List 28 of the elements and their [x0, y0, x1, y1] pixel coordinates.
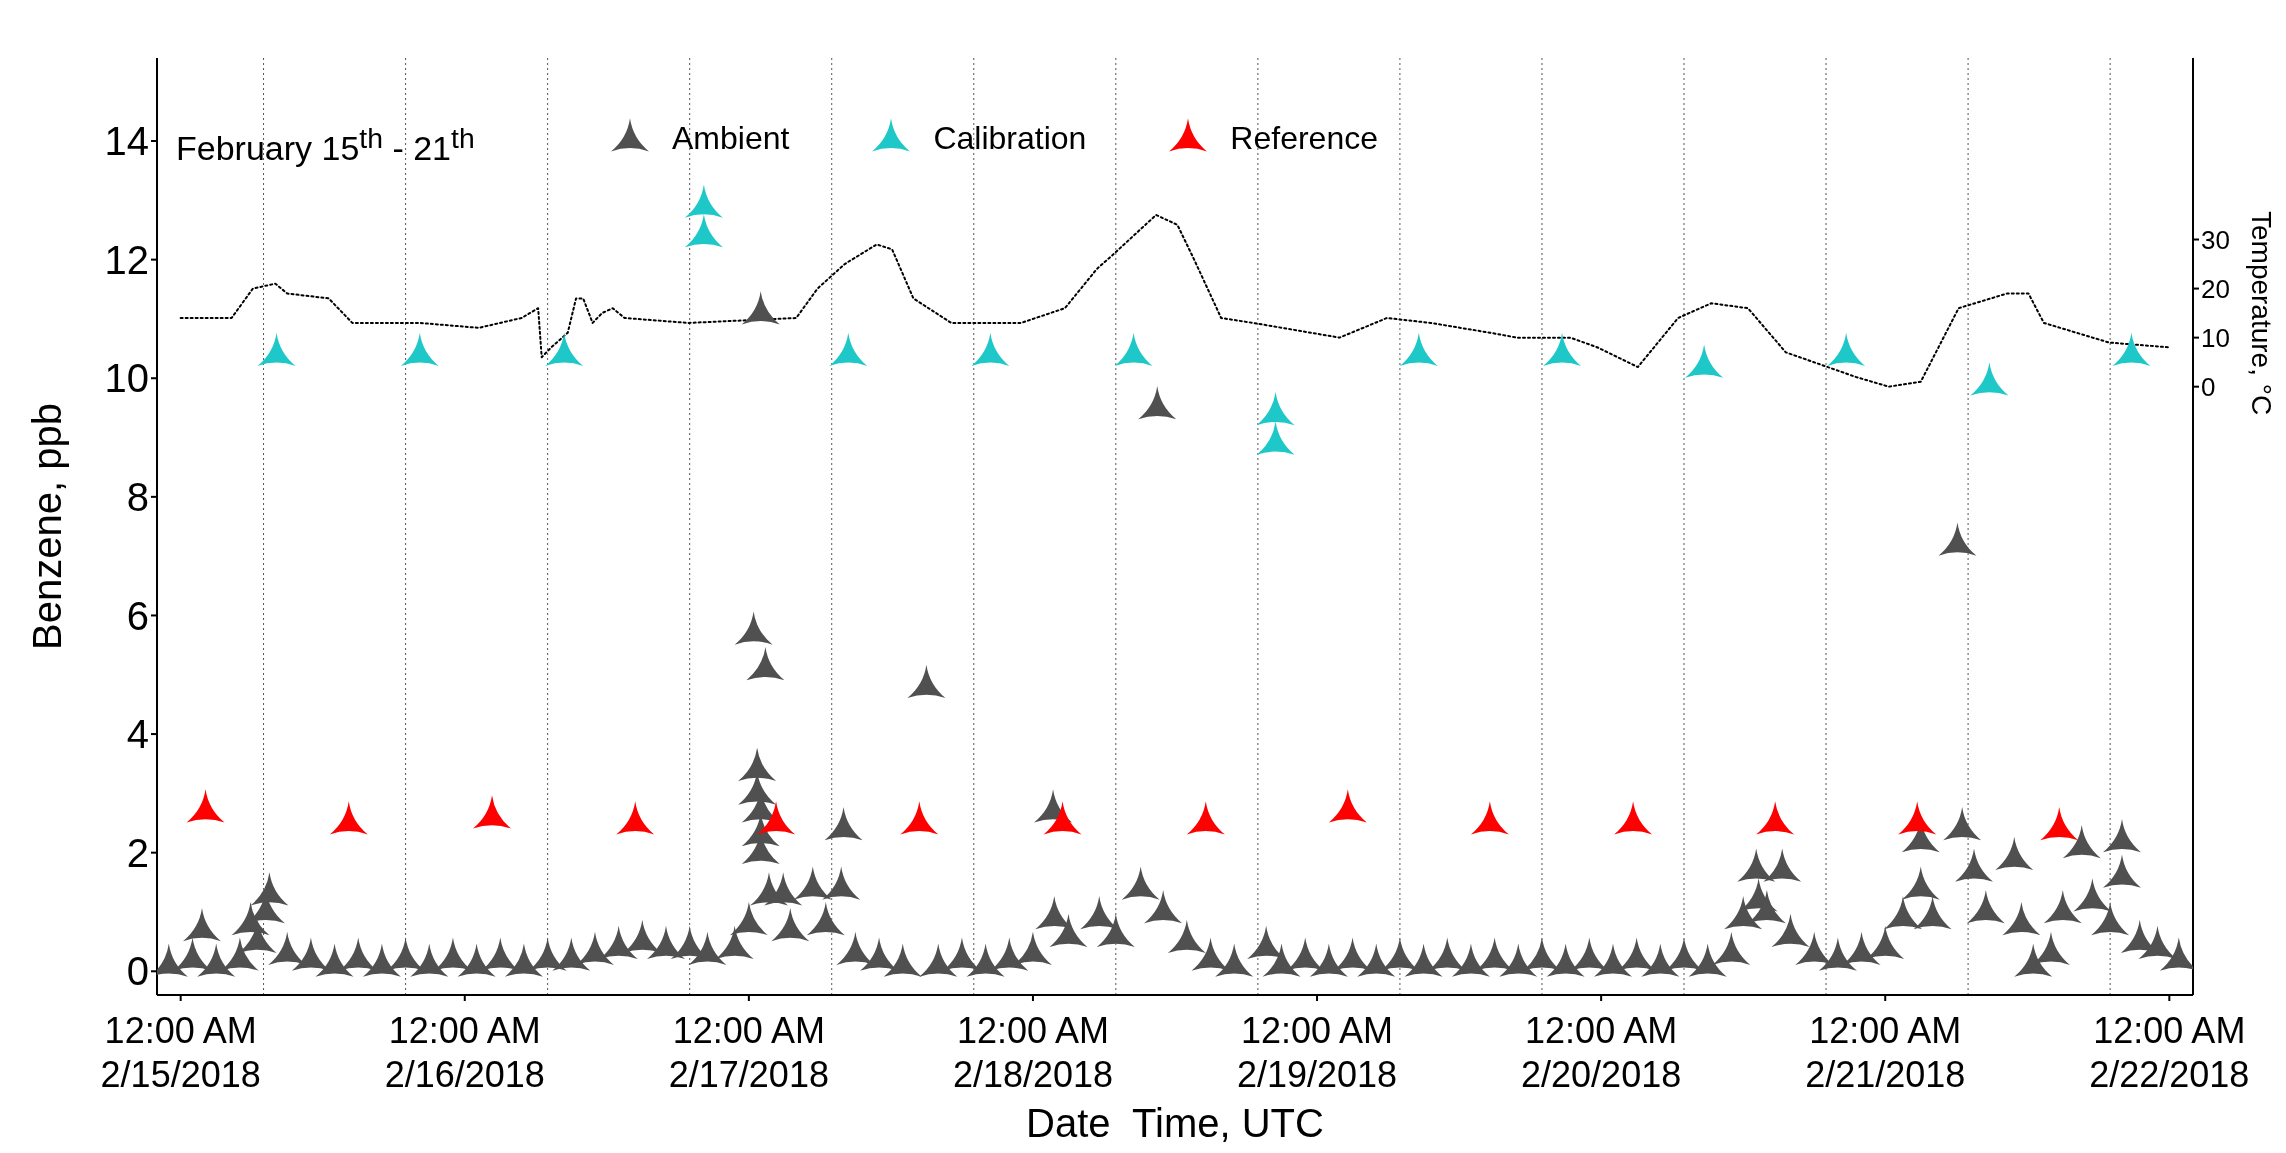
- y-axis-title: Benzene, ppb: [25, 403, 70, 650]
- x-axis-title: Date Time, UTC: [1026, 1101, 1324, 1145]
- y-tick-label: 6: [126, 593, 149, 638]
- legend-label: Ambient: [672, 119, 790, 158]
- x-tick-label: 12:00 AM 2/15/2018: [100, 1010, 261, 1095]
- x-tick-label: 12:00 AM 2/18/2018: [952, 1010, 1114, 1095]
- legend-label: Reference: [1230, 119, 1378, 158]
- y2-tick-label: 10: [2201, 322, 2230, 353]
- x-tick-label: 12:00 AM 2/21/2018: [1805, 1010, 1966, 1095]
- y2-axis-title: Temperature, °C: [2246, 211, 2277, 416]
- y-tick-label: 10: [104, 356, 149, 401]
- y2-tick-label: 30: [2201, 224, 2230, 255]
- legend-label: Calibration: [933, 119, 1087, 158]
- line-series: [179, 213, 2172, 388]
- y-tick-label: 8: [126, 475, 149, 520]
- x-tick-label: 12:00 AM 2/20/2018: [1521, 1010, 1682, 1095]
- y-tick-label: 4: [126, 712, 149, 757]
- x-tick-label: 12:00 AM 2/16/2018: [384, 1010, 545, 1095]
- y-tick-label: 14: [104, 119, 149, 164]
- y2-tick-label: 20: [2201, 273, 2230, 304]
- x-tick-label: 12:00 AM 2/22/2018: [2089, 1010, 2250, 1095]
- y-tick-label: 0: [126, 949, 149, 994]
- y2-tick-label: 0: [2201, 371, 2216, 402]
- y-tick-label: 2: [126, 830, 149, 875]
- x-tick-label: 12:00 AM 2/17/2018: [668, 1010, 829, 1095]
- text: February 15$^{th}$ - 21$^{th}$: [176, 121, 475, 169]
- y-tick-label: 12: [104, 237, 149, 282]
- x-tick-label: 12:00 AM 2/19/2018: [1236, 1010, 1398, 1095]
